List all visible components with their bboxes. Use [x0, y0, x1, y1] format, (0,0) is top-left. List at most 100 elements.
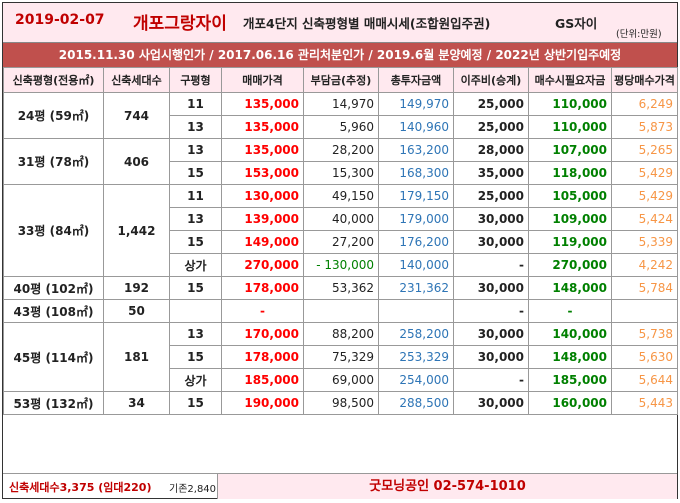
needed-cell: 185,000: [528, 368, 612, 392]
per-pyeong-cell: 5,443: [611, 391, 678, 415]
needed-cell: 110,000: [528, 92, 612, 116]
relocation-cell: 25,000: [453, 115, 529, 139]
per-pyeong-cell: 5,873: [611, 115, 678, 139]
size-cell: 45평 (114㎡): [3, 322, 104, 392]
levy-cell: 40,000: [303, 207, 379, 231]
old-size-cell: 11: [169, 184, 222, 208]
total-cell: 140,000: [378, 253, 454, 277]
col-header: 구평형: [169, 67, 222, 93]
relocation-cell: 30,000: [453, 345, 529, 369]
per-pyeong-cell: 5,339: [611, 230, 678, 254]
levy-cell: 69,000: [303, 368, 379, 392]
levy-cell: 49,150: [303, 184, 379, 208]
old-size-cell: 15: [169, 276, 222, 300]
size-cell: 33평 (84㎡): [3, 184, 104, 277]
table-row: 상가 185,000 69,000 254,000 - 185,000 5,64…: [4, 368, 678, 392]
total-cell: [378, 299, 454, 323]
levy-cell: 98,500: [303, 391, 379, 415]
table-row: 15 178,000 75,329 253,329 30,000 148,000…: [4, 345, 678, 369]
units-cell: 34: [103, 391, 170, 415]
levy-cell: 88,200: [303, 322, 379, 346]
old-size-cell: 상가: [169, 253, 222, 277]
relocation-cell: -: [453, 368, 529, 392]
relocation-cell: 30,000: [453, 322, 529, 346]
table-row: 13 135,000 5,960 140,960 25,000 110,000 …: [4, 115, 678, 139]
levy-cell: 75,329: [303, 345, 379, 369]
per-pyeong-cell: 5,738: [611, 322, 678, 346]
col-header: 총투자금액: [378, 67, 454, 93]
needed-cell: -: [528, 299, 612, 323]
units-cell: 181: [103, 322, 170, 392]
size-cell: 53평 (132㎡): [3, 391, 104, 415]
old-size-cell: 13: [169, 115, 222, 139]
needed-cell: 118,000: [528, 161, 612, 185]
levy-cell: 14,970: [303, 92, 379, 116]
per-pyeong-cell: 5,429: [611, 161, 678, 185]
price-cell: 178,000: [221, 276, 304, 300]
footer-divider: [217, 474, 218, 499]
relocation-cell: 35,000: [453, 161, 529, 185]
total-cell: 149,970: [378, 92, 454, 116]
price-cell: 270,000: [221, 253, 304, 277]
table-header-row: 신축평형(전용㎡) 신축세대수 구평형 매매가격 부담금(추정) 총투자금액 이…: [3, 67, 678, 93]
old-size-cell: 15: [169, 391, 222, 415]
levy-cell: 27,200: [303, 230, 379, 254]
price-cell: 149,000: [221, 230, 304, 254]
schedule-bar: 2015.11.30 사업시행인가 / 2017.06.16 관리처분인가 / …: [3, 43, 677, 67]
needed-cell: 148,000: [528, 276, 612, 300]
per-pyeong-cell: 5,644: [611, 368, 678, 392]
per-pyeong-cell: 5,424: [611, 207, 678, 231]
total-cell: 254,000: [378, 368, 454, 392]
total-cell: 179,150: [378, 184, 454, 208]
old-size-cell: 15: [169, 230, 222, 254]
per-pyeong-cell: 5,265: [611, 138, 678, 162]
per-pyeong-cell: 4,242: [611, 253, 678, 277]
old-size-cell: 13: [169, 207, 222, 231]
unit-note: (단위:만원): [616, 29, 662, 40]
table-row: 45평 (114㎡) 181 13 170,000 88,200 258,200…: [3, 322, 678, 392]
needed-cell: 107,000: [528, 138, 612, 162]
old-size-cell: 13: [169, 322, 222, 346]
col-header: 신축세대수: [103, 67, 170, 93]
price-cell: 139,000: [221, 207, 304, 231]
total-cell: 288,500: [378, 391, 454, 415]
footer-bar: 신축세대수3,375 (임대220) 기존2,840 굿모닝공인 02-574-…: [3, 473, 677, 499]
price-cell: 135,000: [221, 138, 304, 162]
per-pyeong-cell: 5,784: [611, 276, 678, 300]
levy-cell: [303, 299, 379, 323]
report-description: 개포4단지 신축평형별 매매시세(조합원입주권): [243, 16, 491, 31]
col-header: 이주비(승계): [453, 67, 529, 93]
total-cell: 176,200: [378, 230, 454, 254]
old-size-cell: 11: [169, 92, 222, 116]
complex-name: 개포그랑자이: [133, 14, 227, 34]
relocation-cell: 25,000: [453, 184, 529, 208]
needed-cell: 105,000: [528, 184, 612, 208]
per-pyeong-cell: 5,429: [611, 184, 678, 208]
brand-name: GS자이: [555, 16, 598, 31]
price-table: 신축평형(전용㎡) 신축세대수 구평형 매매가격 부담금(추정) 총투자금액 이…: [3, 67, 678, 415]
total-units-note: 신축세대수3,375 (임대220): [9, 481, 152, 494]
title-bar: 2019-02-07 개포그랑자이 개포4단지 신축평형별 매매시세(조합원입주…: [3, 3, 677, 43]
price-cell: 153,000: [221, 161, 304, 185]
units-cell: 406: [103, 138, 170, 185]
needed-cell: 270,000: [528, 253, 612, 277]
table-row: 31평 (78㎡) 406 13 135,000 28,200 163,200 …: [3, 138, 678, 185]
per-pyeong-cell: 6,249: [611, 92, 678, 116]
total-cell: 231,362: [378, 276, 454, 300]
units-cell: 192: [103, 276, 170, 300]
per-pyeong-cell: 5,630: [611, 345, 678, 369]
relocation-cell: 30,000: [453, 391, 529, 415]
old-size-cell: [169, 299, 222, 323]
relocation-cell: 25,000: [453, 92, 529, 116]
units-cell: 744: [103, 92, 170, 139]
agency-contact: 굿모닝공인 02-574-1010: [218, 474, 677, 499]
table-row: 53평 (132㎡) 34 15 190,000 98,500 288,500 …: [3, 391, 678, 415]
old-size-cell: 상가: [169, 368, 222, 392]
needed-cell: 110,000: [528, 115, 612, 139]
needed-cell: 148,000: [528, 345, 612, 369]
total-cell: 163,200: [378, 138, 454, 162]
table-row: 15 153,000 15,300 168,300 35,000 118,000…: [4, 161, 678, 185]
units-cell: 50: [103, 299, 170, 323]
col-header: 신축평형(전용㎡): [3, 67, 104, 93]
